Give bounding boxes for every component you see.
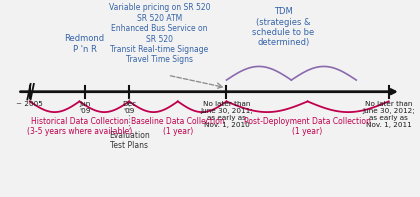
Text: Post-Deployment Data Collection
(1 year): Post-Deployment Data Collection (1 year) <box>244 117 371 136</box>
Text: ~ 2005: ~ 2005 <box>16 101 43 107</box>
Text: No later than
June 30, 2011;
as early as
Nov. 1, 2010: No later than June 30, 2011; as early as… <box>200 101 253 128</box>
Text: Variable pricing on SR 520
SR 520 ATM
Enhanced Bus Service on
SR 520
Transit Rea: Variable pricing on SR 520 SR 520 ATM En… <box>109 3 210 64</box>
Text: Redmond
P 'n R: Redmond P 'n R <box>64 34 105 54</box>
Text: Jun
'09: Jun '09 <box>79 101 90 114</box>
Text: Dec
'09: Dec '09 <box>122 101 136 114</box>
Text: TDM
(strategies &
schedule to be
determined): TDM (strategies & schedule to be determi… <box>252 7 315 47</box>
Text: No later than
June 30, 2012;
as early as
Nov. 1, 2011: No later than June 30, 2012; as early as… <box>362 101 415 128</box>
Text: Baseline Data Collection
(1 year): Baseline Data Collection (1 year) <box>131 117 225 136</box>
Text: Historical Data Collection
(3-5 years where available): Historical Data Collection (3-5 years wh… <box>27 117 132 136</box>
Text: Evaluation
Test Plans: Evaluation Test Plans <box>109 131 150 150</box>
